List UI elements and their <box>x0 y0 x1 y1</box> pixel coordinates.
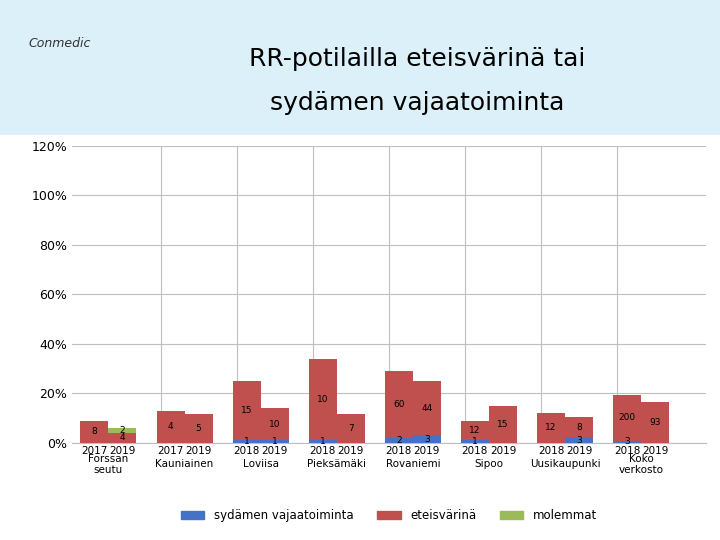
Text: 60: 60 <box>393 400 405 409</box>
Text: 2: 2 <box>120 426 125 435</box>
Bar <box>337 414 365 443</box>
Text: Conmedic: Conmedic <box>29 37 91 50</box>
Bar <box>156 410 184 443</box>
Bar <box>413 381 441 435</box>
Text: Uusikaupunki: Uusikaupunki <box>530 460 600 469</box>
Bar <box>109 428 137 433</box>
Bar <box>613 395 641 441</box>
Bar <box>384 438 413 443</box>
Text: 1: 1 <box>472 437 478 446</box>
Text: 8: 8 <box>576 423 582 432</box>
Legend: sydämen vajaatoiminta, eteisvärinä, molemmat: sydämen vajaatoiminta, eteisvärinä, mole… <box>176 504 602 527</box>
Text: 15: 15 <box>498 420 509 429</box>
Bar <box>489 406 517 443</box>
Text: 5: 5 <box>196 424 202 433</box>
Text: 44: 44 <box>421 403 433 413</box>
Bar <box>413 435 441 443</box>
Text: 12: 12 <box>545 423 557 433</box>
Text: 4: 4 <box>120 433 125 442</box>
Text: Koko
verkosto: Koko verkosto <box>618 454 664 475</box>
Text: 3: 3 <box>576 436 582 445</box>
Bar <box>309 440 337 443</box>
Text: 12: 12 <box>469 426 480 435</box>
Text: 4: 4 <box>168 422 174 431</box>
Bar <box>81 421 109 443</box>
Bar <box>641 402 669 443</box>
Text: 1: 1 <box>271 437 277 446</box>
Text: 200: 200 <box>618 414 636 422</box>
Text: 7: 7 <box>348 424 354 433</box>
Bar <box>565 417 593 438</box>
Text: 10: 10 <box>317 395 328 404</box>
Bar <box>537 413 565 443</box>
Text: 1: 1 <box>320 437 325 446</box>
Text: 1: 1 <box>244 437 250 446</box>
Text: Kauniainen: Kauniainen <box>156 460 214 469</box>
Text: sydämen vajaatoiminta: sydämen vajaatoiminta <box>271 91 564 114</box>
Text: Rovaniemi: Rovaniemi <box>385 460 440 469</box>
Text: 3: 3 <box>424 435 430 443</box>
Bar <box>384 371 413 438</box>
Text: 10: 10 <box>269 420 280 429</box>
Bar <box>565 438 593 443</box>
Bar <box>261 440 289 443</box>
Text: Loviisa: Loviisa <box>243 460 279 469</box>
Text: 8: 8 <box>91 427 97 436</box>
Bar <box>309 359 337 440</box>
Text: RR-potilailla eteisvärinä tai: RR-potilailla eteisvärinä tai <box>249 48 586 71</box>
Text: Pieksämäki: Pieksämäki <box>307 460 366 469</box>
Text: 15: 15 <box>241 406 253 415</box>
Text: 2: 2 <box>396 436 402 445</box>
Bar <box>233 381 261 440</box>
Bar <box>109 433 137 443</box>
Bar <box>233 440 261 443</box>
Bar <box>184 414 212 443</box>
Bar <box>261 408 289 440</box>
Bar <box>461 421 489 440</box>
Text: Sipoo: Sipoo <box>474 460 503 469</box>
Text: 93: 93 <box>649 418 661 427</box>
Bar <box>613 441 641 443</box>
Text: Forssan
seutu: Forssan seutu <box>89 454 129 475</box>
Bar <box>461 440 489 443</box>
Text: 3: 3 <box>624 437 630 446</box>
